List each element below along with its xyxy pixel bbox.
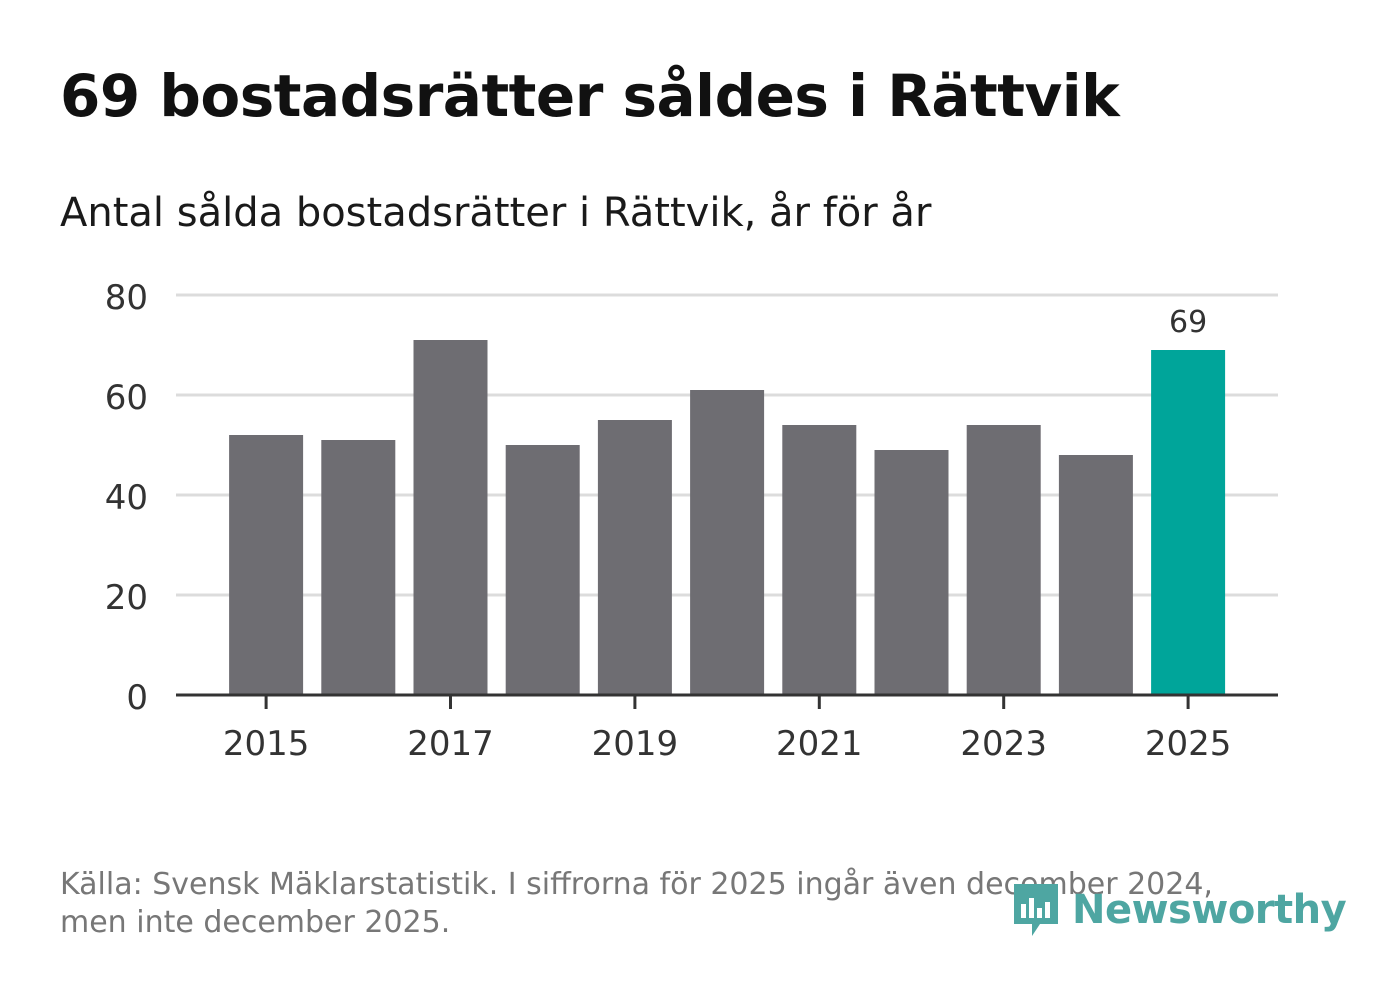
bar-2023	[966, 425, 1041, 695]
axes	[176, 693, 1278, 709]
bar-2022	[874, 450, 949, 695]
bar-2016	[321, 440, 396, 695]
y-tick-label: 20	[105, 578, 148, 618]
bars	[229, 340, 1226, 695]
bar-2017	[413, 340, 488, 695]
y-tick-label: 0	[126, 678, 148, 718]
chart-title: 69 bostadsrätter såldes i Rättvik	[60, 62, 1120, 130]
bar-2020	[690, 390, 765, 695]
x-tick-label: 2023	[960, 724, 1047, 764]
y-tick-label: 60	[105, 378, 148, 418]
y-tick-label: 40	[105, 478, 148, 518]
x-tick-label: 2017	[407, 724, 494, 764]
x-tick-label: 2019	[592, 724, 679, 764]
bar-2015	[229, 435, 304, 695]
labels: 0 20 40 60 80 2015 2017 2019 2021 2023 2025 69	[105, 278, 1232, 764]
y-tick-label: 80	[105, 278, 148, 318]
x-tick-label: 2015	[223, 724, 310, 764]
x-tick-label: 2025	[1145, 724, 1232, 764]
chart-subtitle: Antal sålda bostadsrätter i Rättvik, år …	[60, 190, 932, 236]
newsworthy-logo: Newsworthy	[1010, 880, 1347, 940]
bar-2025	[1151, 350, 1226, 695]
newsworthy-logo-icon	[1014, 884, 1058, 936]
data-label-2025: 69	[1169, 305, 1207, 340]
newsworthy-logo-text: Newsworthy	[1072, 887, 1347, 933]
bar-2024	[1058, 455, 1133, 695]
bar-2018	[505, 445, 580, 695]
bar-2019	[597, 420, 672, 695]
x-tick-label: 2021	[776, 724, 863, 764]
bar-2021	[782, 425, 857, 695]
